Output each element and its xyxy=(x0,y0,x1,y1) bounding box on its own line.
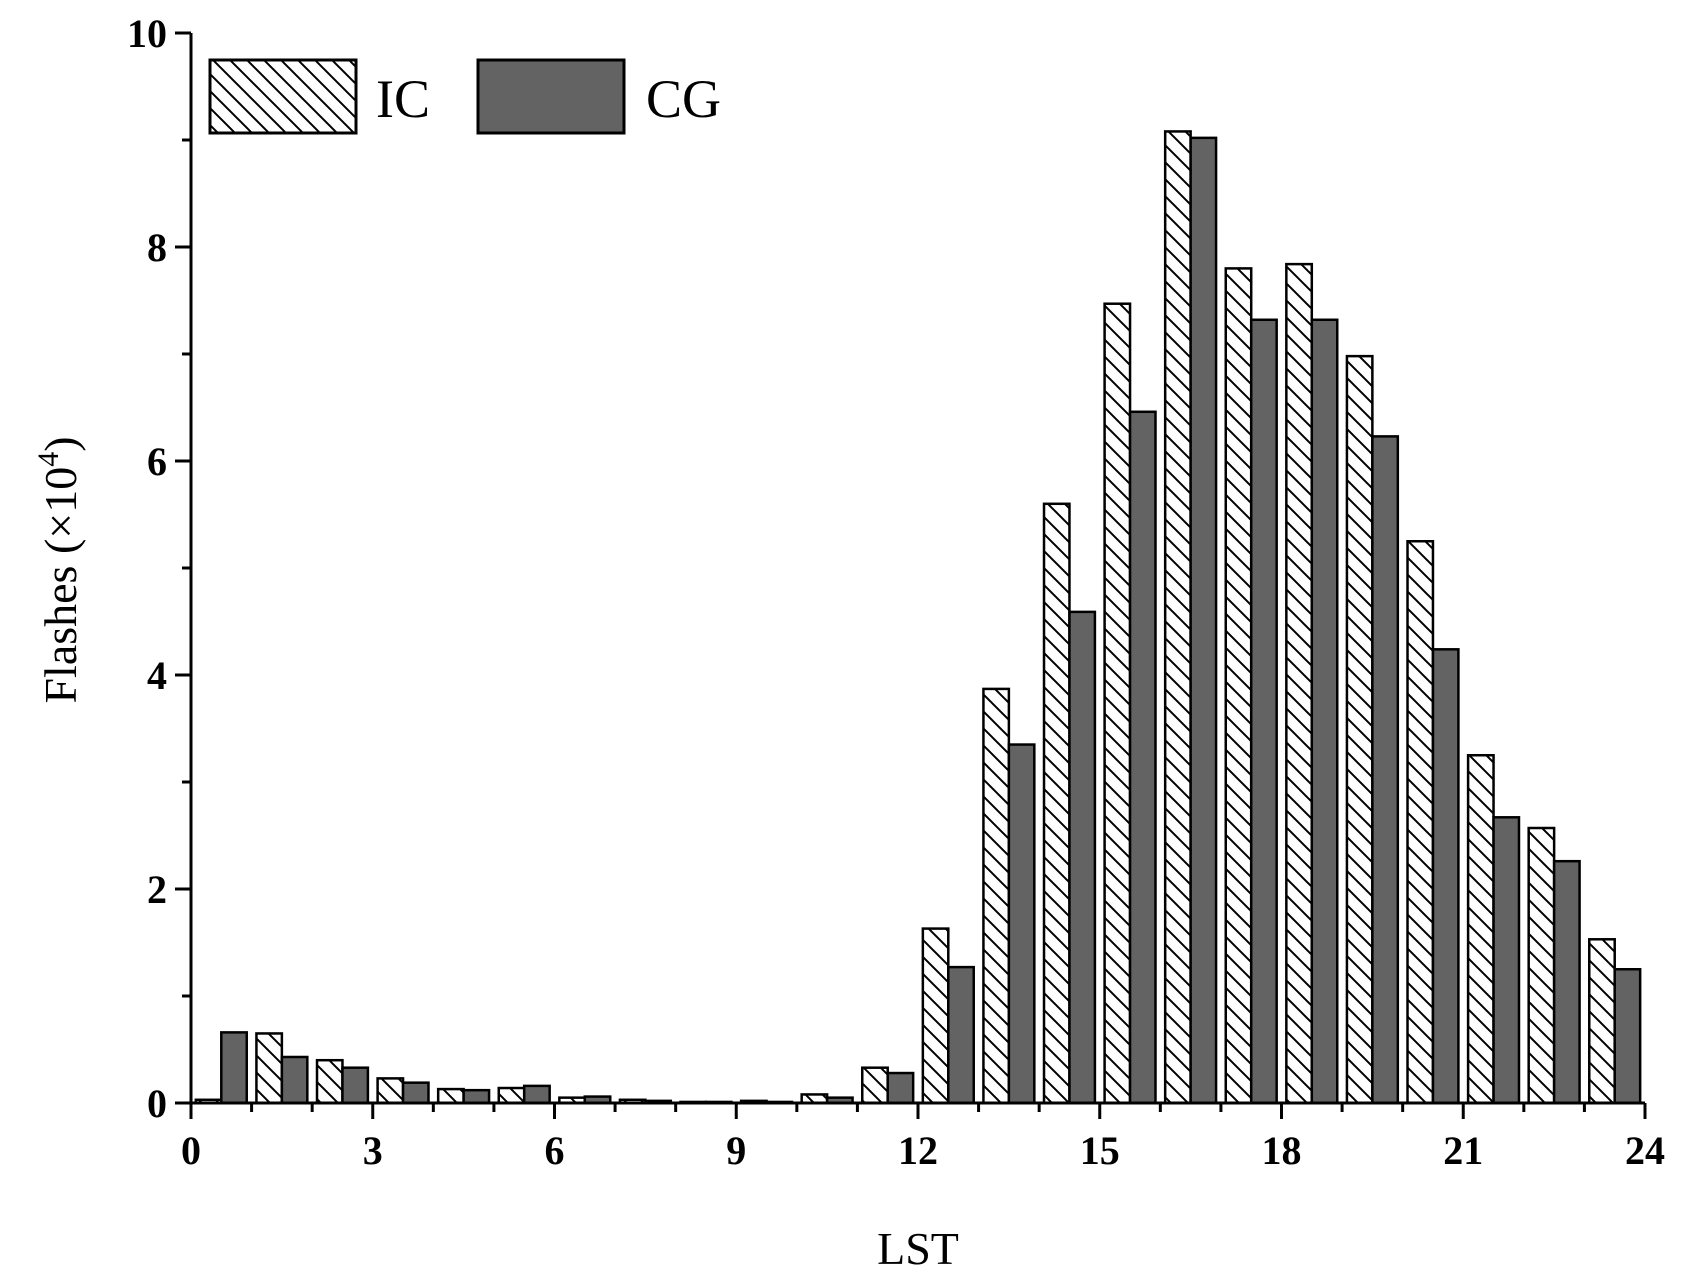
y-tick-label: 8 xyxy=(147,225,167,270)
x-tick-label: 9 xyxy=(726,1128,746,1173)
bar-ic-21 xyxy=(1466,754,1495,1105)
bar-cg-1 xyxy=(280,1055,309,1105)
bar-ic-16 xyxy=(1163,130,1192,1105)
bar-ic-15 xyxy=(1103,302,1132,1105)
y-tick-label: 0 xyxy=(147,1081,167,1126)
legend-swatch-cg xyxy=(476,58,626,135)
y-axis-title-close: ) xyxy=(35,436,86,451)
x-tick-label: 24 xyxy=(1625,1128,1665,1173)
bar-ic-20 xyxy=(1406,540,1435,1105)
x-axis-title: LST xyxy=(877,1223,959,1274)
bar-cg-0 xyxy=(220,1031,248,1105)
bar-cg-3 xyxy=(401,1081,430,1105)
legend-label-ic: IC xyxy=(376,69,430,129)
bar-ic-14 xyxy=(1042,502,1071,1105)
bar-cg-5 xyxy=(522,1084,551,1105)
bars-group xyxy=(194,130,1642,1105)
bar-cg-15 xyxy=(1128,410,1157,1105)
x-tick-label: 12 xyxy=(898,1128,938,1173)
axes-group xyxy=(175,31,1647,1119)
y-tick-label: 4 xyxy=(147,653,167,698)
x-tick-label: 0 xyxy=(181,1128,201,1173)
y-tick-label: 10 xyxy=(127,11,167,56)
bar-ic-19 xyxy=(1345,354,1374,1105)
x-tick-label: 3 xyxy=(363,1128,383,1173)
y-axis-title-superscript: 4 xyxy=(32,452,65,467)
bar-cg-11 xyxy=(886,1071,915,1105)
bar-cg-4 xyxy=(462,1088,491,1105)
y-axis-title-main: Flashes (×10 xyxy=(35,467,86,704)
bar-ic-2 xyxy=(315,1058,344,1105)
bar-cg-22 xyxy=(1552,859,1581,1105)
y-tick-label: 2 xyxy=(147,867,167,912)
bar-ic-4 xyxy=(436,1087,465,1105)
legend-label-cg: CG xyxy=(646,69,721,129)
bar-ic-12 xyxy=(921,927,950,1105)
bar-ic-5 xyxy=(497,1086,526,1105)
bar-cg-14 xyxy=(1068,610,1097,1105)
bar-cg-19 xyxy=(1371,435,1400,1105)
bar-ic-13 xyxy=(982,687,1011,1105)
bar-ic-18 xyxy=(1285,262,1314,1105)
bar-cg-21 xyxy=(1492,816,1521,1105)
x-tick-label: 18 xyxy=(1262,1128,1302,1173)
bar-cg-18 xyxy=(1310,318,1339,1105)
x-tick-label: 15 xyxy=(1080,1128,1120,1173)
y-axis-title: Flashes (×104) xyxy=(32,436,86,703)
x-tick-label: 6 xyxy=(545,1128,565,1173)
bar-ic-23 xyxy=(1588,938,1616,1105)
bar-cg-16 xyxy=(1189,136,1218,1105)
bar-cg-23 xyxy=(1613,968,1642,1105)
x-tick-label: 21 xyxy=(1443,1128,1483,1173)
bar-ic-3 xyxy=(376,1077,405,1105)
bar-cg-12 xyxy=(947,965,975,1105)
bar-ic-1 xyxy=(255,1032,284,1105)
bar-cg-20 xyxy=(1431,648,1460,1105)
bar-cg-13 xyxy=(1007,743,1036,1105)
bar-ic-22 xyxy=(1527,826,1556,1105)
bar-cg-17 xyxy=(1249,318,1278,1105)
bar-ic-11 xyxy=(861,1066,889,1105)
legend-swatch-ic xyxy=(208,58,358,135)
y-tick-label: 6 xyxy=(147,439,167,484)
legend: IC CG xyxy=(208,58,721,135)
bar-cg-2 xyxy=(341,1066,370,1105)
bar-ic-17 xyxy=(1224,267,1253,1105)
